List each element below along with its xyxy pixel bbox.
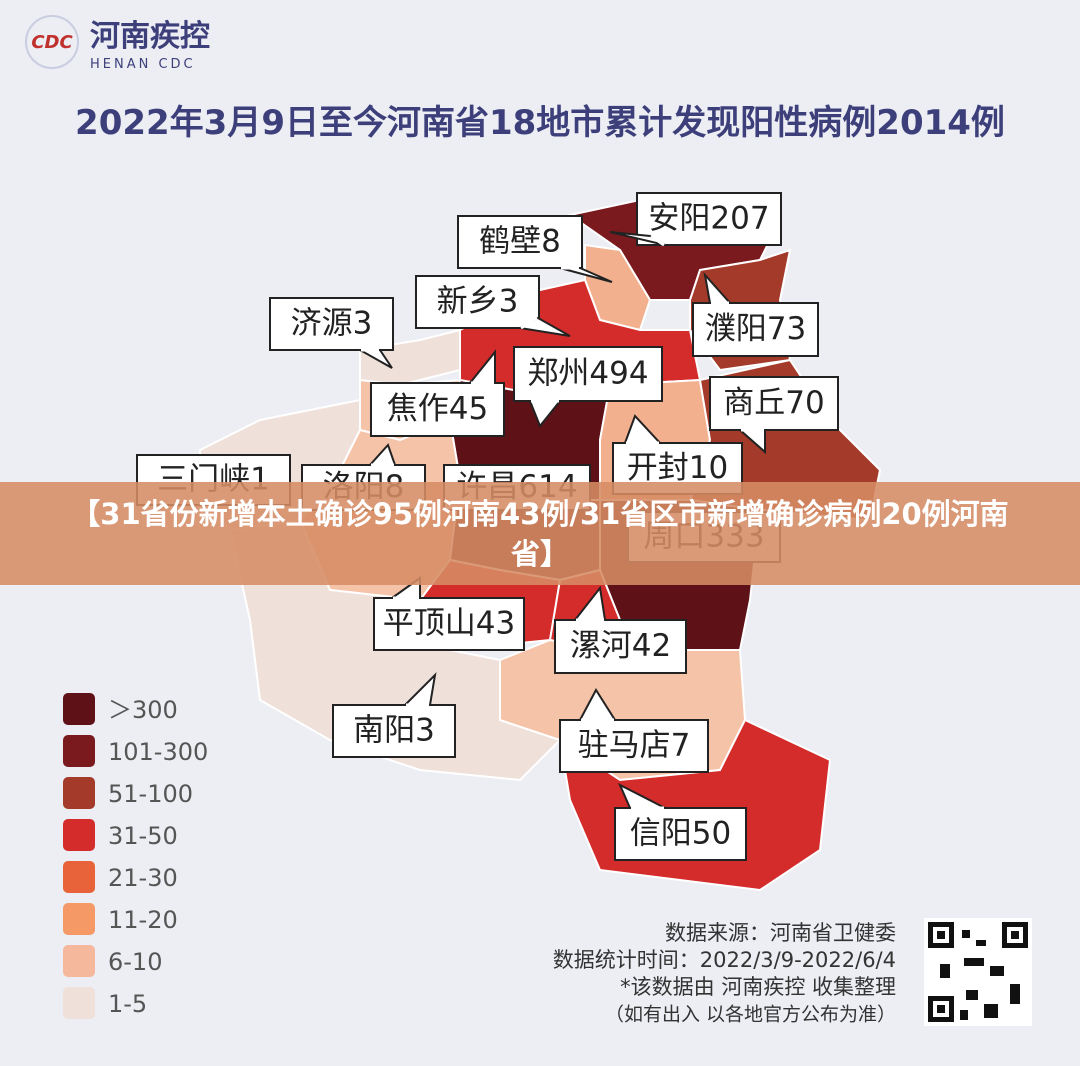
svg-text:CDC: CDC: [31, 32, 73, 53]
footer-line: 数据来源：河南省卫健委: [665, 921, 896, 945]
region-label: 济源3: [291, 306, 373, 342]
legend-swatch: [63, 945, 95, 977]
callout-box: [559, 719, 709, 773]
region-label: 鹤壁8: [479, 224, 561, 260]
callout: 郑州494: [513, 346, 663, 428]
region-label: 濮阳73: [705, 311, 806, 347]
legend-label: ＞300: [108, 696, 178, 724]
callout: 平顶山43: [373, 576, 525, 651]
footer-line: *该数据由 河南疾控 收集整理: [620, 975, 896, 999]
callout: 濮阳73: [692, 271, 819, 357]
legend-label: 21-30: [108, 864, 178, 892]
legend: ＞300 101-300 51-100 31-50 21-30 11-20 6-10 1-5: [63, 693, 208, 1019]
legend-label: 11-20: [108, 906, 178, 934]
legend-swatch: [63, 861, 95, 893]
region-label: 商丘70: [723, 385, 824, 421]
legend-swatch: [63, 987, 95, 1019]
banner-text: 【31省份新增本土确诊95例河南43例/31省区市新增确诊病例20例河南省】: [71, 496, 1009, 571]
callout-box: [269, 297, 394, 351]
region-label: 焦作45: [387, 391, 488, 427]
callout-box: [692, 302, 819, 357]
legend-label: 51-100: [108, 780, 193, 808]
callout: 安阳207: [609, 192, 782, 247]
qr-code: [924, 918, 1032, 1026]
callout-box: [636, 192, 782, 246]
callout: 鹤壁8: [457, 215, 613, 283]
logo-en: HENAN CDC: [90, 57, 196, 72]
region-label: 安阳207: [648, 201, 769, 237]
callout-box: [614, 807, 747, 861]
legend-swatch: [63, 693, 95, 725]
region-label: 新乡3: [437, 284, 519, 320]
news-banner: 【31省份新增本土确诊95例河南43例/31省区市新增确诊病例20例河南省】: [0, 482, 1080, 585]
pointer-cover: [650, 234, 665, 247]
callout: 新乡3: [415, 275, 571, 337]
region-label: 南阳3: [353, 713, 435, 749]
callout: 漯河42: [554, 585, 687, 674]
legend-swatch: [63, 903, 95, 935]
legend-label: 1-5: [108, 990, 147, 1018]
callout: 商丘70: [709, 376, 839, 455]
legend-label: 6-10: [108, 948, 162, 976]
callout: 信阳50: [614, 782, 747, 861]
logo: CDC 河南疾控 HENAN CDC: [25, 15, 210, 72]
logo-cn: 河南疾控: [90, 19, 210, 54]
region-label: 驻马店7: [578, 728, 691, 764]
region-label: 漯河42: [570, 628, 671, 664]
callout: 焦作45: [370, 349, 505, 437]
callout: 驻马店7: [559, 688, 709, 773]
legend-label: 101-300: [108, 738, 208, 766]
callout-box: [373, 597, 525, 651]
region-label: 开封10: [627, 450, 728, 486]
legend-swatch: [63, 777, 95, 809]
callout-box: [554, 619, 687, 674]
footer-line: 数据统计时间：2022/3/9-2022/6/4: [553, 948, 896, 972]
callout-box: [332, 704, 456, 758]
footer-line: （如有出入 以各地官方公布为准）: [605, 1004, 896, 1026]
callout-box: [709, 376, 839, 431]
callout-box: [513, 346, 663, 402]
title: 2022年3月9日至今河南省18地市累计发现阳性病例2014例: [75, 103, 1005, 143]
legend-swatch: [63, 735, 95, 767]
region-label: 郑州494: [527, 356, 648, 392]
region-label: 平顶山43: [383, 606, 515, 642]
callout-box: [415, 275, 540, 329]
callout: 济源3: [269, 297, 394, 369]
region-label: 信阳50: [630, 816, 731, 852]
callout: 南阳3: [332, 672, 456, 758]
callout-box: [370, 382, 505, 437]
legend-label: 31-50: [108, 822, 178, 850]
legend-swatch: [63, 819, 95, 851]
pointer-cover: [520, 316, 538, 330]
callout-box: [457, 215, 583, 269]
